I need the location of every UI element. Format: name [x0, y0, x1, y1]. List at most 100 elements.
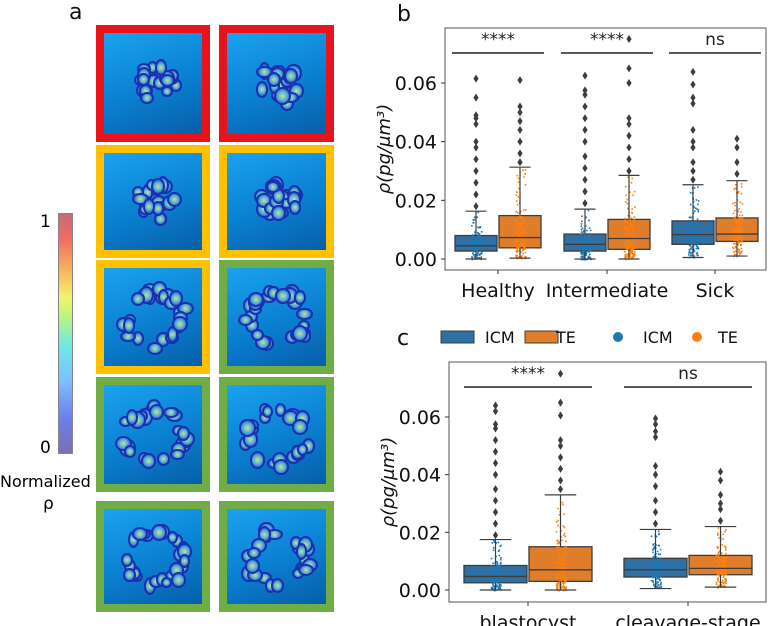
- data-point: [580, 256, 583, 258]
- outlier-point: [473, 143, 479, 152]
- significance-label: ns: [705, 30, 725, 50]
- data-point: [562, 503, 564, 506]
- data-point: [524, 173, 526, 175]
- data-point: [631, 212, 634, 214]
- outlier-point: [492, 531, 499, 540]
- data-point: [659, 575, 662, 578]
- data-point: [689, 244, 692, 247]
- data-point: [736, 240, 739, 242]
- data-point: [558, 514, 561, 516]
- data-point: [479, 244, 481, 246]
- data-point: [473, 256, 476, 258]
- data-point: [723, 562, 725, 565]
- data-point: [652, 580, 654, 582]
- outlier-point: [734, 169, 740, 178]
- data-point: [694, 237, 696, 240]
- data-point: [737, 192, 739, 194]
- data-point: [629, 253, 632, 255]
- data-point: [522, 239, 524, 241]
- data-point: [650, 579, 653, 582]
- data-point: [691, 242, 694, 245]
- data-point: [474, 236, 477, 239]
- data-point: [694, 207, 697, 210]
- data-point: [555, 561, 558, 563]
- data-point: [581, 251, 584, 253]
- data-point: [696, 222, 699, 224]
- data-point: [480, 244, 482, 246]
- data-point: [718, 556, 721, 559]
- outlier-point: [717, 505, 724, 514]
- data-point: [659, 579, 661, 581]
- data-point: [741, 202, 744, 205]
- data-point: [477, 211, 479, 214]
- data-point: [562, 573, 565, 575]
- data-point: [515, 242, 518, 245]
- data-point: [555, 521, 558, 523]
- outlier-point: [652, 427, 659, 436]
- data-point: [559, 559, 562, 562]
- data-point: [651, 571, 654, 574]
- data-point: [628, 245, 631, 247]
- data-point: [716, 553, 719, 556]
- data-point: [473, 241, 475, 244]
- outlier-point: [473, 93, 479, 102]
- data-point: [723, 569, 725, 571]
- data-point: [723, 584, 726, 587]
- data-point: [736, 237, 738, 240]
- outlier-point: [557, 436, 564, 445]
- x-tick-label: Sick: [696, 280, 735, 302]
- outlier-point: [652, 462, 659, 471]
- data-point: [695, 223, 698, 226]
- outlier-point: [690, 167, 696, 175]
- outlier-point: [652, 482, 659, 491]
- data-point: [652, 547, 655, 550]
- data-point: [632, 194, 634, 196]
- data-point: [491, 580, 494, 583]
- data-point: [500, 579, 502, 582]
- data-point: [717, 568, 719, 571]
- data-point: [515, 238, 517, 241]
- data-point: [654, 563, 657, 566]
- data-point: [471, 224, 473, 227]
- data-point: [494, 567, 497, 570]
- data-point: [516, 226, 519, 229]
- data-point: [588, 233, 591, 235]
- data-point: [658, 570, 661, 573]
- data-point: [492, 547, 495, 549]
- data-point: [720, 559, 723, 562]
- data-point: [479, 247, 482, 250]
- data-point: [477, 242, 479, 245]
- significance-label: ****: [481, 30, 515, 50]
- data-point: [563, 532, 566, 535]
- data-point: [722, 533, 725, 536]
- data-point: [716, 573, 719, 576]
- outlier-point: [473, 111, 479, 120]
- data-point: [651, 569, 654, 572]
- data-point: [581, 241, 584, 243]
- data-point: [499, 567, 502, 569]
- data-point: [521, 248, 524, 250]
- data-point: [472, 253, 475, 256]
- data-point: [472, 252, 474, 255]
- data-point: [627, 207, 629, 210]
- y-tick-label: 0.06: [399, 407, 441, 429]
- data-point: [560, 573, 563, 575]
- data-point: [736, 230, 739, 232]
- outlier-point: [652, 519, 659, 528]
- data-point: [734, 231, 737, 233]
- data-point: [498, 549, 501, 552]
- data-point: [720, 566, 723, 569]
- data-point: [520, 237, 523, 240]
- embryo-tile: [96, 25, 210, 142]
- data-point: [723, 558, 726, 561]
- data-point: [492, 584, 495, 587]
- data-point: [725, 580, 727, 583]
- data-point: [518, 223, 520, 225]
- data-point: [626, 227, 629, 229]
- data-point: [562, 567, 565, 570]
- data-point: [633, 190, 636, 193]
- data-point: [583, 233, 585, 235]
- data-point: [696, 208, 698, 210]
- data-point: [690, 227, 693, 229]
- data-point: [586, 239, 588, 242]
